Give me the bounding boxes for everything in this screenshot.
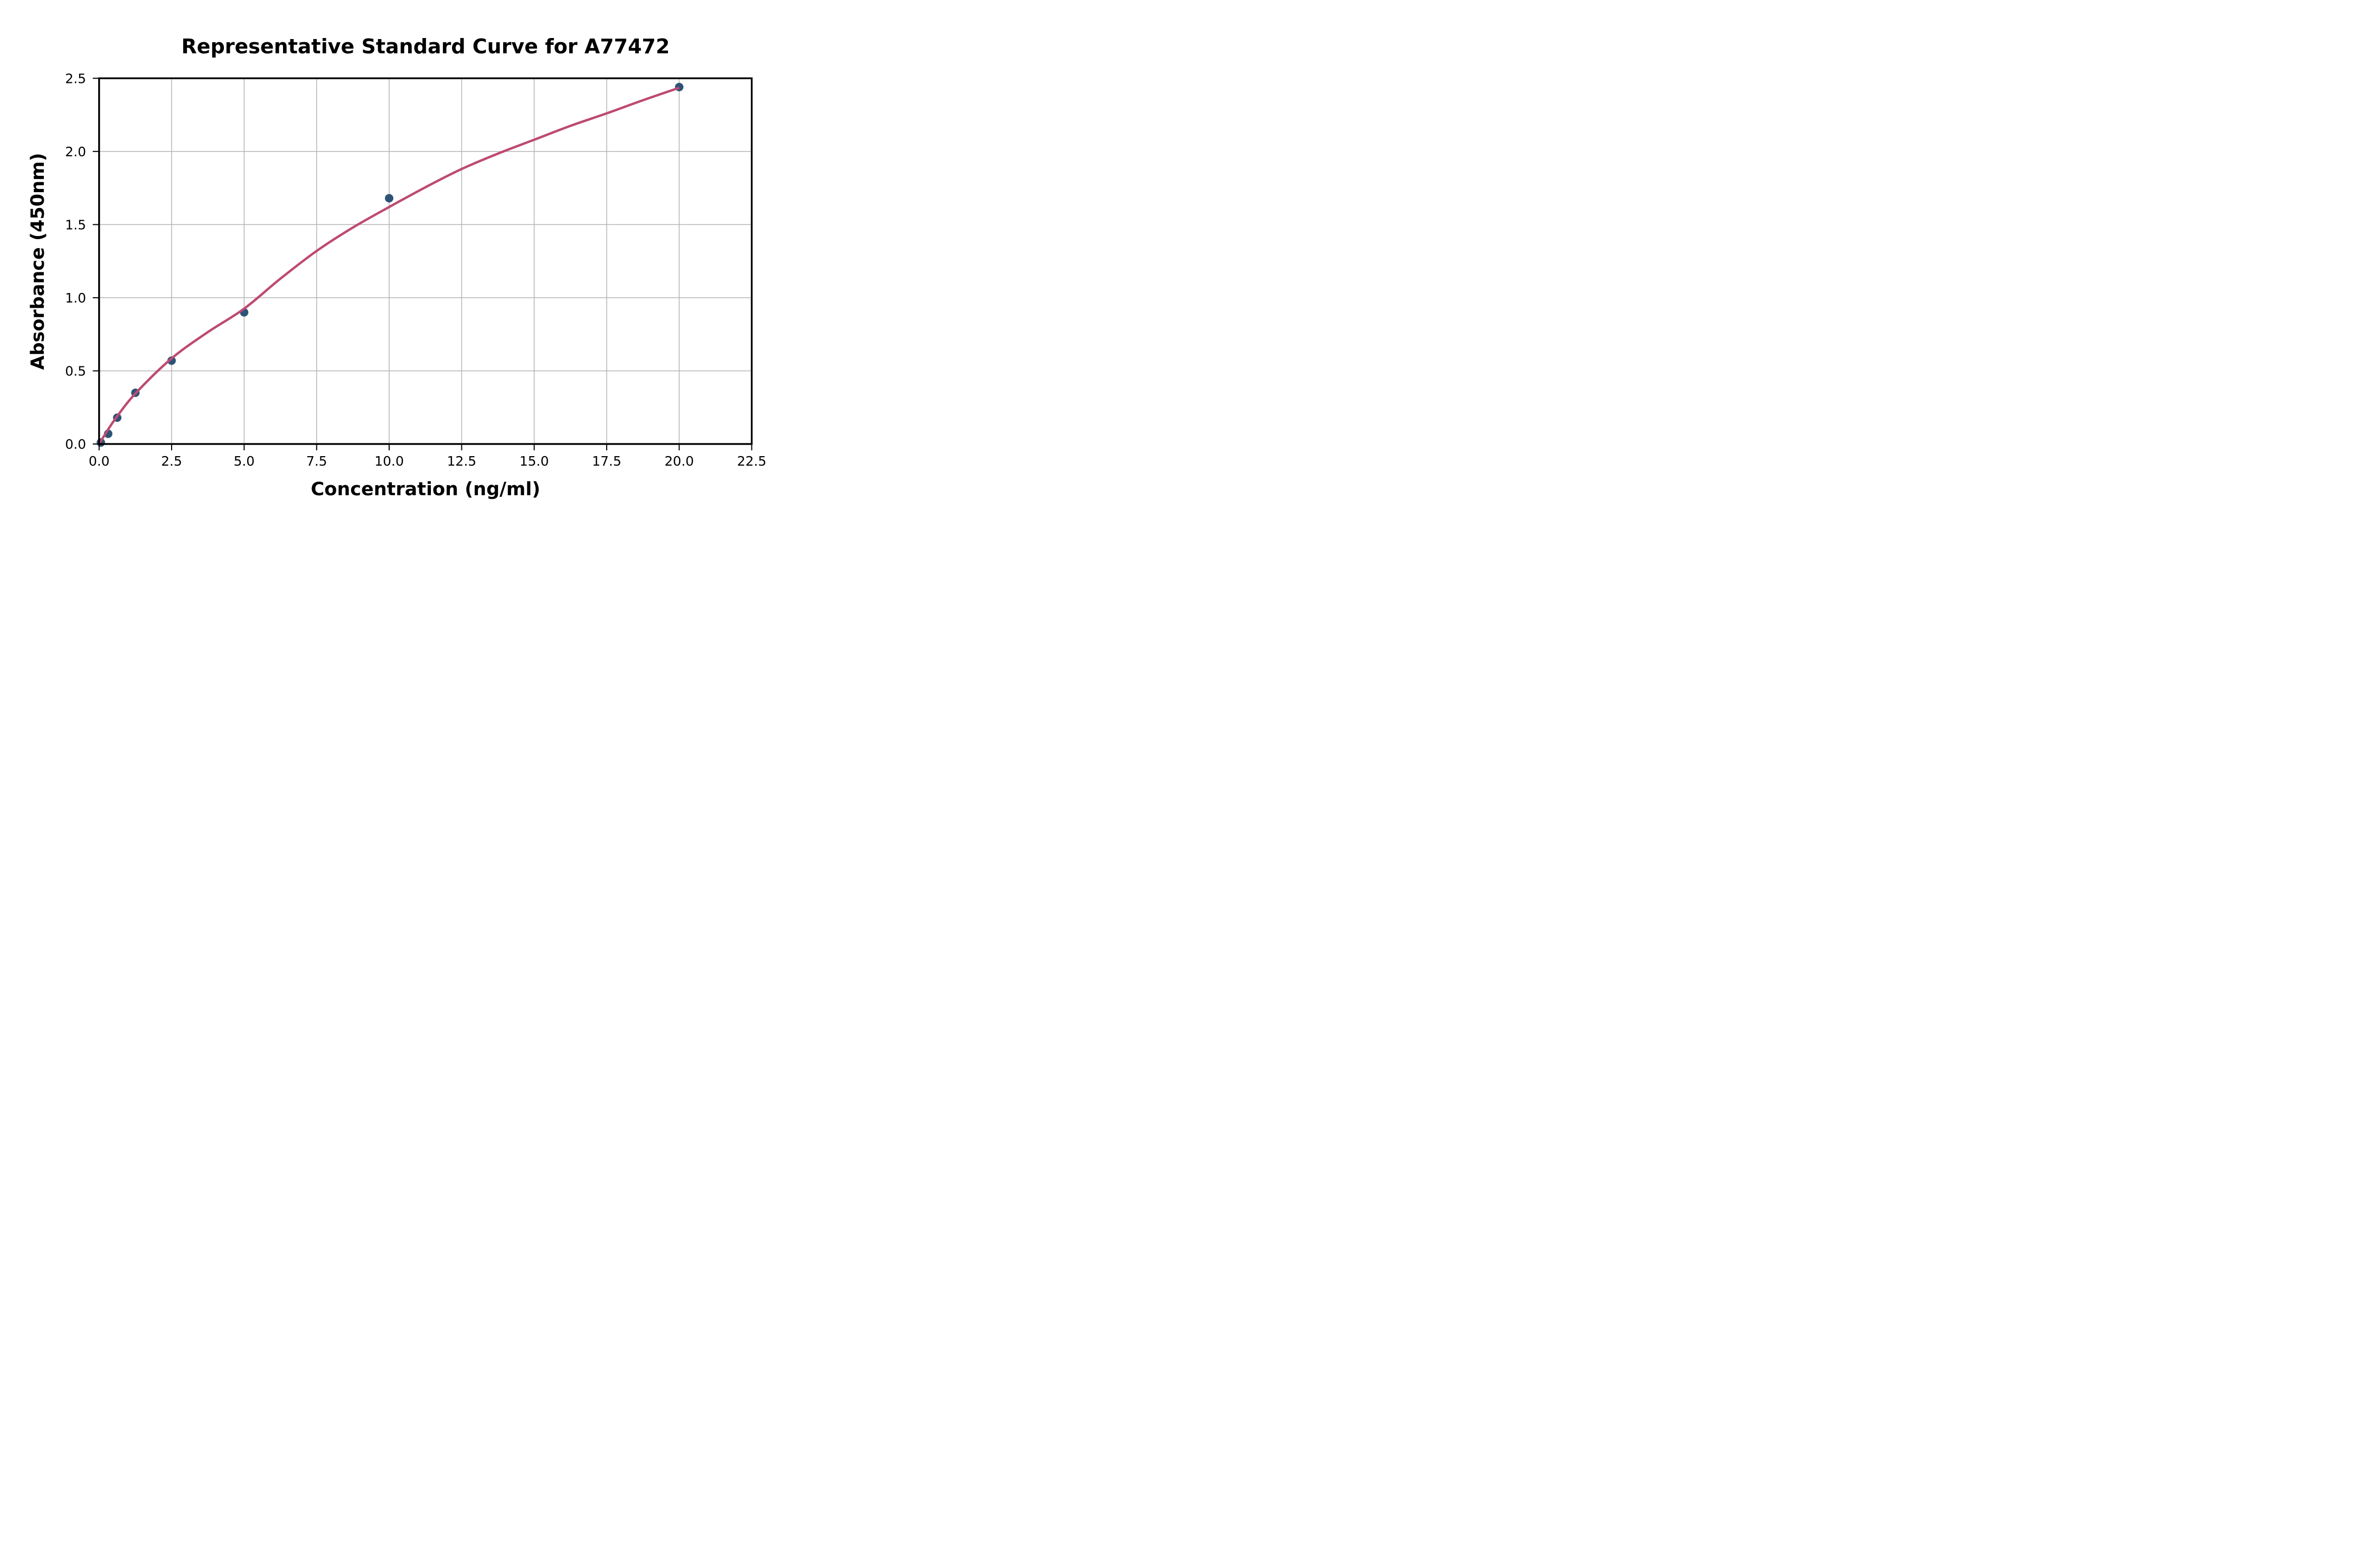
y-tick-label: 0.0 (65, 437, 86, 452)
fit-curve (98, 87, 680, 445)
x-tick-label: 15.0 (520, 454, 549, 469)
plot-border (98, 77, 753, 445)
x-tick-label: 7.5 (306, 454, 327, 469)
chart-title: Representative Standard Curve for A77472 (181, 35, 670, 58)
standard-curve-figure: Representative Standard Curve for A77472… (0, 0, 792, 523)
x-tick-label: 20.0 (665, 454, 694, 469)
y-tick-label: 2.0 (65, 144, 86, 159)
x-tick-label: 2.5 (161, 454, 182, 469)
data-point-marker (385, 194, 393, 203)
x-tick-label: 0.0 (89, 454, 110, 469)
data-point-marker (167, 356, 176, 365)
x-tick-label: 22.5 (737, 454, 767, 469)
x-tick-label: 10.0 (374, 454, 404, 469)
x-tick-label: 12.5 (447, 454, 477, 469)
x-tick-label: 5.0 (233, 454, 254, 469)
x-tick-label: 17.5 (592, 454, 621, 469)
y-tick-label: 1.5 (65, 217, 86, 232)
y-tick-label: 1.0 (65, 290, 86, 306)
x-axis-label: Concentration (ng/ml) (310, 479, 541, 500)
y-tick-label: 0.5 (65, 363, 86, 379)
plot-area: 0.0 2.5 5.0 7.5 10.0 12.5 15.0 17.5 20.0 22.5 0.0 0… (65, 71, 767, 469)
y-tick-label: 2.5 (65, 71, 86, 86)
